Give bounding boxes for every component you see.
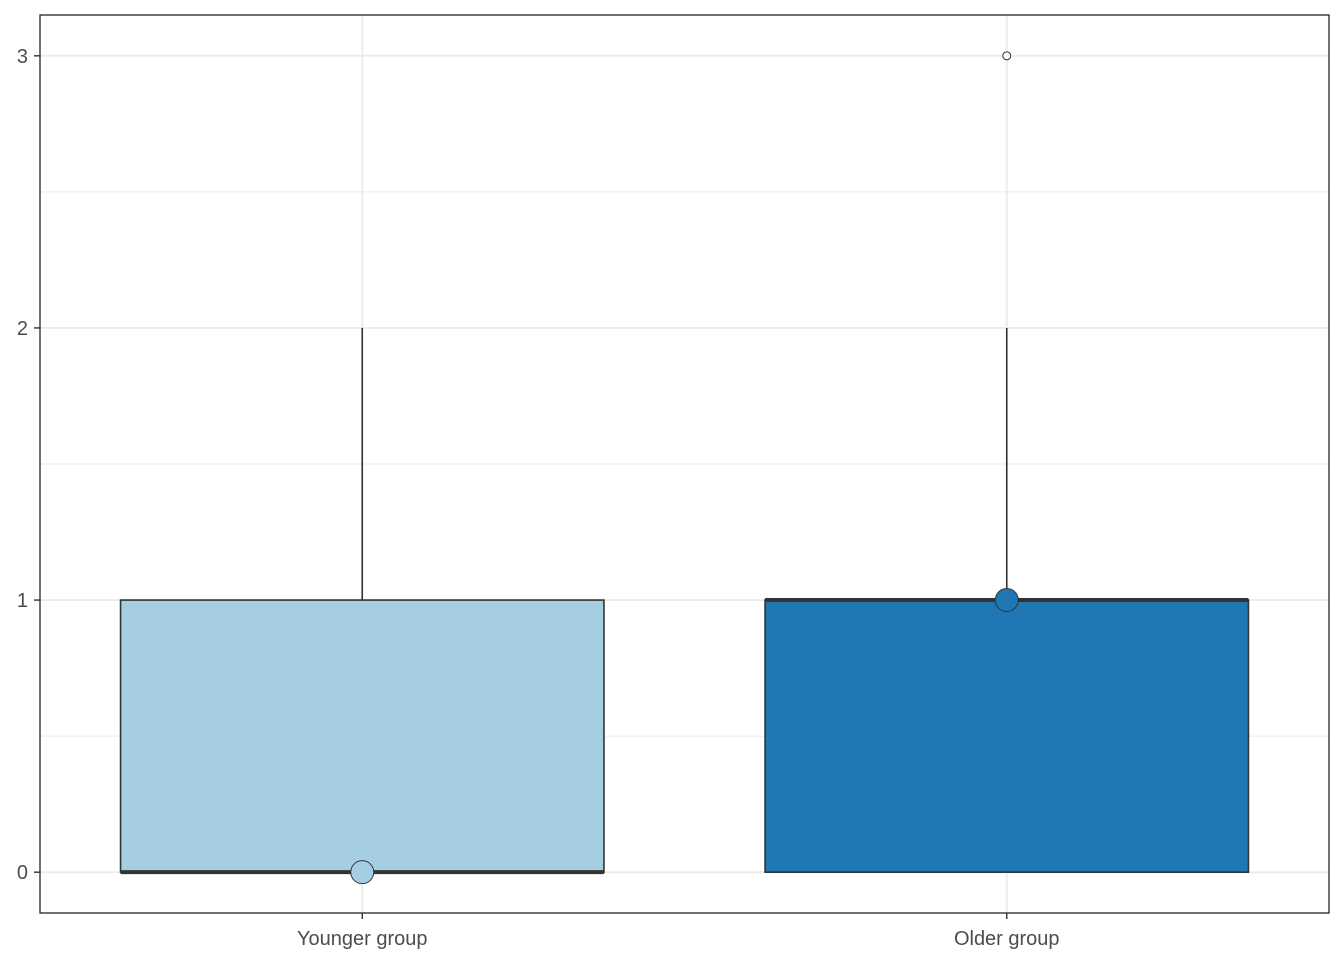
y-tick-label: 0 bbox=[17, 862, 28, 884]
outlier-point bbox=[1002, 51, 1012, 61]
boxes bbox=[119, 51, 1250, 885]
mean-point bbox=[994, 588, 1019, 613]
y-tick-label: 3 bbox=[17, 46, 28, 68]
y-tick-label: 1 bbox=[17, 590, 28, 612]
x-tick-label: Younger group bbox=[297, 928, 428, 950]
box-iqr bbox=[764, 599, 1250, 873]
mean-point bbox=[350, 860, 375, 885]
x-tick-label: Older group bbox=[954, 928, 1060, 950]
y-tick-label: 2 bbox=[17, 318, 28, 340]
panel-border bbox=[39, 14, 1330, 914]
axes: 0 1 2 3 Younger group Older group bbox=[17, 46, 1060, 950]
box-iqr bbox=[119, 599, 605, 873]
